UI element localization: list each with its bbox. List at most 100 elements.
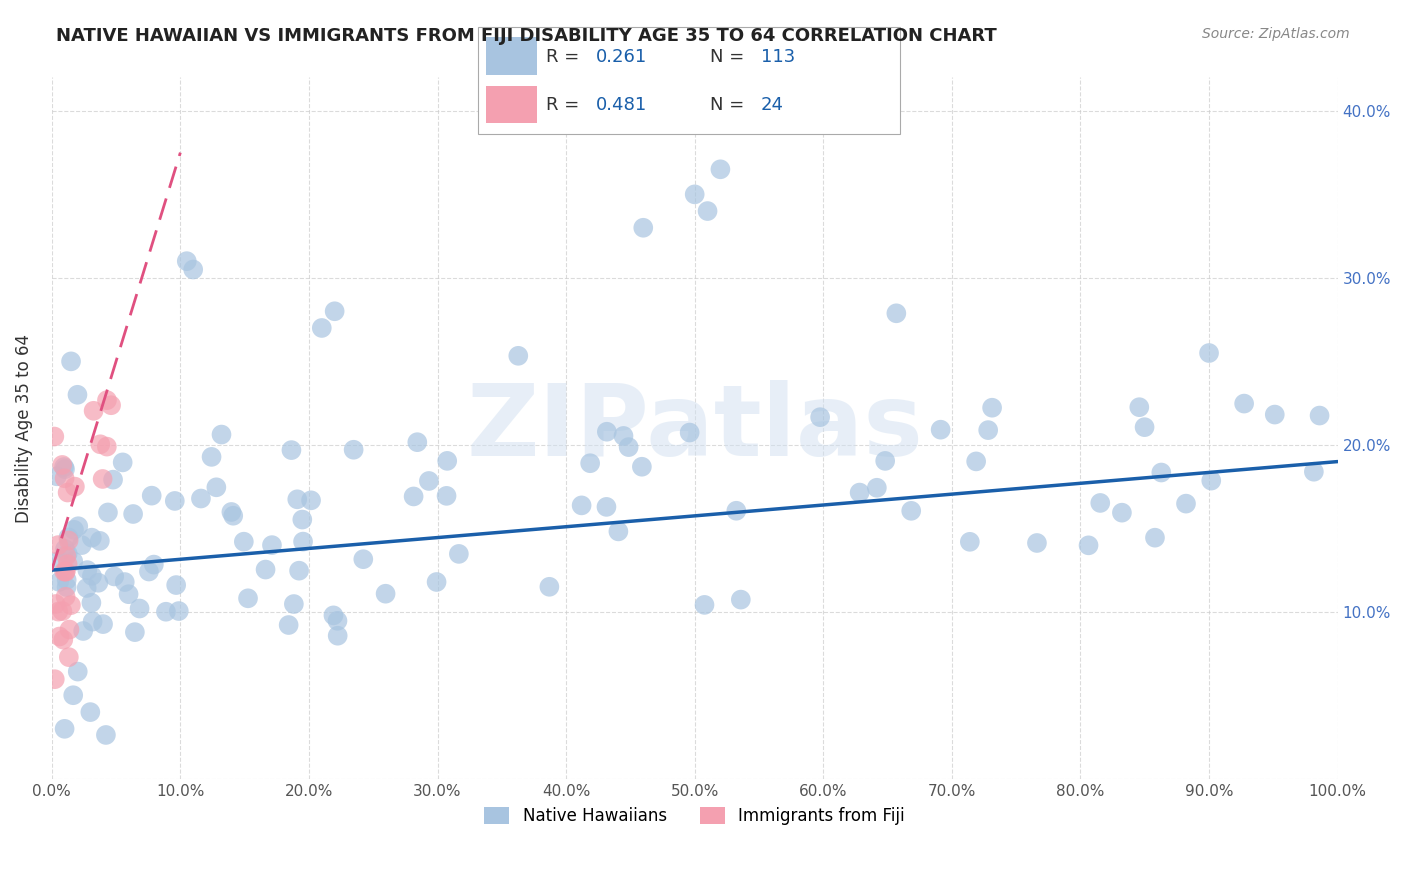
Immigrants from Fiji (56, 485, 79, 500)
Native Hawaiians (285, 492, 308, 507)
Native Hawaiians (1111, 506, 1133, 520)
Immigrants from Fiji (83, 404, 105, 418)
Native Hawaiians (311, 321, 333, 335)
Native Hawaiians (1150, 466, 1173, 480)
Native Hawaiians (87, 575, 110, 590)
Immigrants from Fiji (48, 630, 70, 644)
Native Hawaiians (45, 469, 67, 483)
Immigrants from Fiji (100, 398, 122, 412)
Native Hawaiians (866, 481, 889, 495)
Native Hawaiians (94, 728, 117, 742)
Native Hawaiians (63, 523, 86, 537)
Native Hawaiians (254, 563, 277, 577)
Native Hawaiians (981, 401, 1004, 415)
Native Hawaiians (607, 524, 630, 539)
Native Hawaiians (508, 349, 530, 363)
Immigrants from Fiji (58, 533, 80, 548)
Native Hawaiians (1309, 409, 1331, 423)
Native Hawaiians (283, 597, 305, 611)
Immigrants from Fiji (53, 565, 76, 579)
Native Hawaiians (1264, 408, 1286, 422)
Native Hawaiians (617, 440, 640, 454)
Native Hawaiians (1198, 346, 1220, 360)
Immigrants from Fiji (45, 597, 67, 611)
Native Hawaiians (79, 705, 101, 719)
Immigrants from Fiji (55, 549, 77, 563)
Native Hawaiians (48, 574, 70, 589)
Immigrants from Fiji (52, 632, 75, 647)
Native Hawaiians (155, 605, 177, 619)
Native Hawaiians (929, 423, 952, 437)
Native Hawaiians (447, 547, 470, 561)
Native Hawaiians (571, 499, 593, 513)
Immigrants from Fiji (55, 565, 77, 579)
Native Hawaiians (80, 569, 103, 583)
Native Hawaiians (402, 490, 425, 504)
Native Hawaiians (82, 615, 104, 629)
Immigrants from Fiji (55, 565, 77, 579)
Native Hawaiians (101, 473, 124, 487)
Bar (486, 37, 537, 75)
Native Hawaiians (260, 538, 283, 552)
Text: N =: N = (710, 48, 749, 66)
Native Hawaiians (1026, 536, 1049, 550)
Native Hawaiians (875, 454, 897, 468)
Native Hawaiians (323, 304, 346, 318)
Native Hawaiians (53, 460, 76, 475)
Native Hawaiians (138, 565, 160, 579)
Native Hawaiians (66, 388, 89, 402)
Native Hawaiians (53, 462, 76, 476)
Native Hawaiians (848, 485, 870, 500)
Immigrants from Fiji (55, 590, 77, 604)
Native Hawaiians (1175, 497, 1198, 511)
Native Hawaiians (163, 494, 186, 508)
Native Hawaiians (167, 604, 190, 618)
Native Hawaiians (58, 530, 80, 544)
Native Hawaiians (633, 220, 655, 235)
Bar (486, 86, 537, 123)
Native Hawaiians (97, 505, 120, 519)
Native Hawaiians (538, 580, 561, 594)
Native Hawaiians (288, 564, 311, 578)
Native Hawaiians (406, 435, 429, 450)
Native Hawaiians (900, 504, 922, 518)
Native Hawaiians (91, 617, 114, 632)
Native Hawaiians (205, 480, 228, 494)
Immigrants from Fiji (44, 672, 66, 686)
Native Hawaiians (436, 454, 458, 468)
Immigrants from Fiji (51, 458, 73, 472)
Native Hawaiians (72, 624, 94, 638)
Native Hawaiians (709, 162, 731, 177)
Legend: Native Hawaiians, Immigrants from Fiji: Native Hawaiians, Immigrants from Fiji (477, 799, 914, 834)
Native Hawaiians (62, 688, 84, 702)
Immigrants from Fiji (56, 558, 79, 572)
Native Hawaiians (977, 423, 1000, 437)
Native Hawaiians (1133, 420, 1156, 434)
Native Hawaiians (683, 187, 706, 202)
Native Hawaiians (418, 474, 440, 488)
Native Hawaiians (176, 254, 198, 268)
Native Hawaiians (280, 443, 302, 458)
Native Hawaiians (696, 204, 718, 219)
Text: Source: ZipAtlas.com: Source: ZipAtlas.com (1202, 27, 1350, 41)
Native Hawaiians (291, 512, 314, 526)
Native Hawaiians (67, 519, 90, 533)
Native Hawaiians (165, 578, 187, 592)
Native Hawaiians (89, 533, 111, 548)
Native Hawaiians (111, 455, 134, 469)
Native Hawaiians (232, 534, 254, 549)
Native Hawaiians (1233, 396, 1256, 410)
Native Hawaiians (595, 500, 617, 514)
Native Hawaiians (48, 554, 70, 568)
Text: 113: 113 (761, 48, 794, 66)
Native Hawaiians (117, 587, 139, 601)
Immigrants from Fiji (46, 538, 69, 552)
Y-axis label: Disability Age 35 to 64: Disability Age 35 to 64 (15, 334, 32, 523)
Native Hawaiians (76, 581, 98, 595)
Text: 24: 24 (761, 96, 783, 114)
Native Hawaiians (596, 425, 619, 439)
Native Hawaiians (1090, 496, 1112, 510)
Immigrants from Fiji (96, 393, 118, 408)
Text: ZIPatlas: ZIPatlas (467, 380, 924, 476)
Native Hawaiians (76, 563, 98, 577)
